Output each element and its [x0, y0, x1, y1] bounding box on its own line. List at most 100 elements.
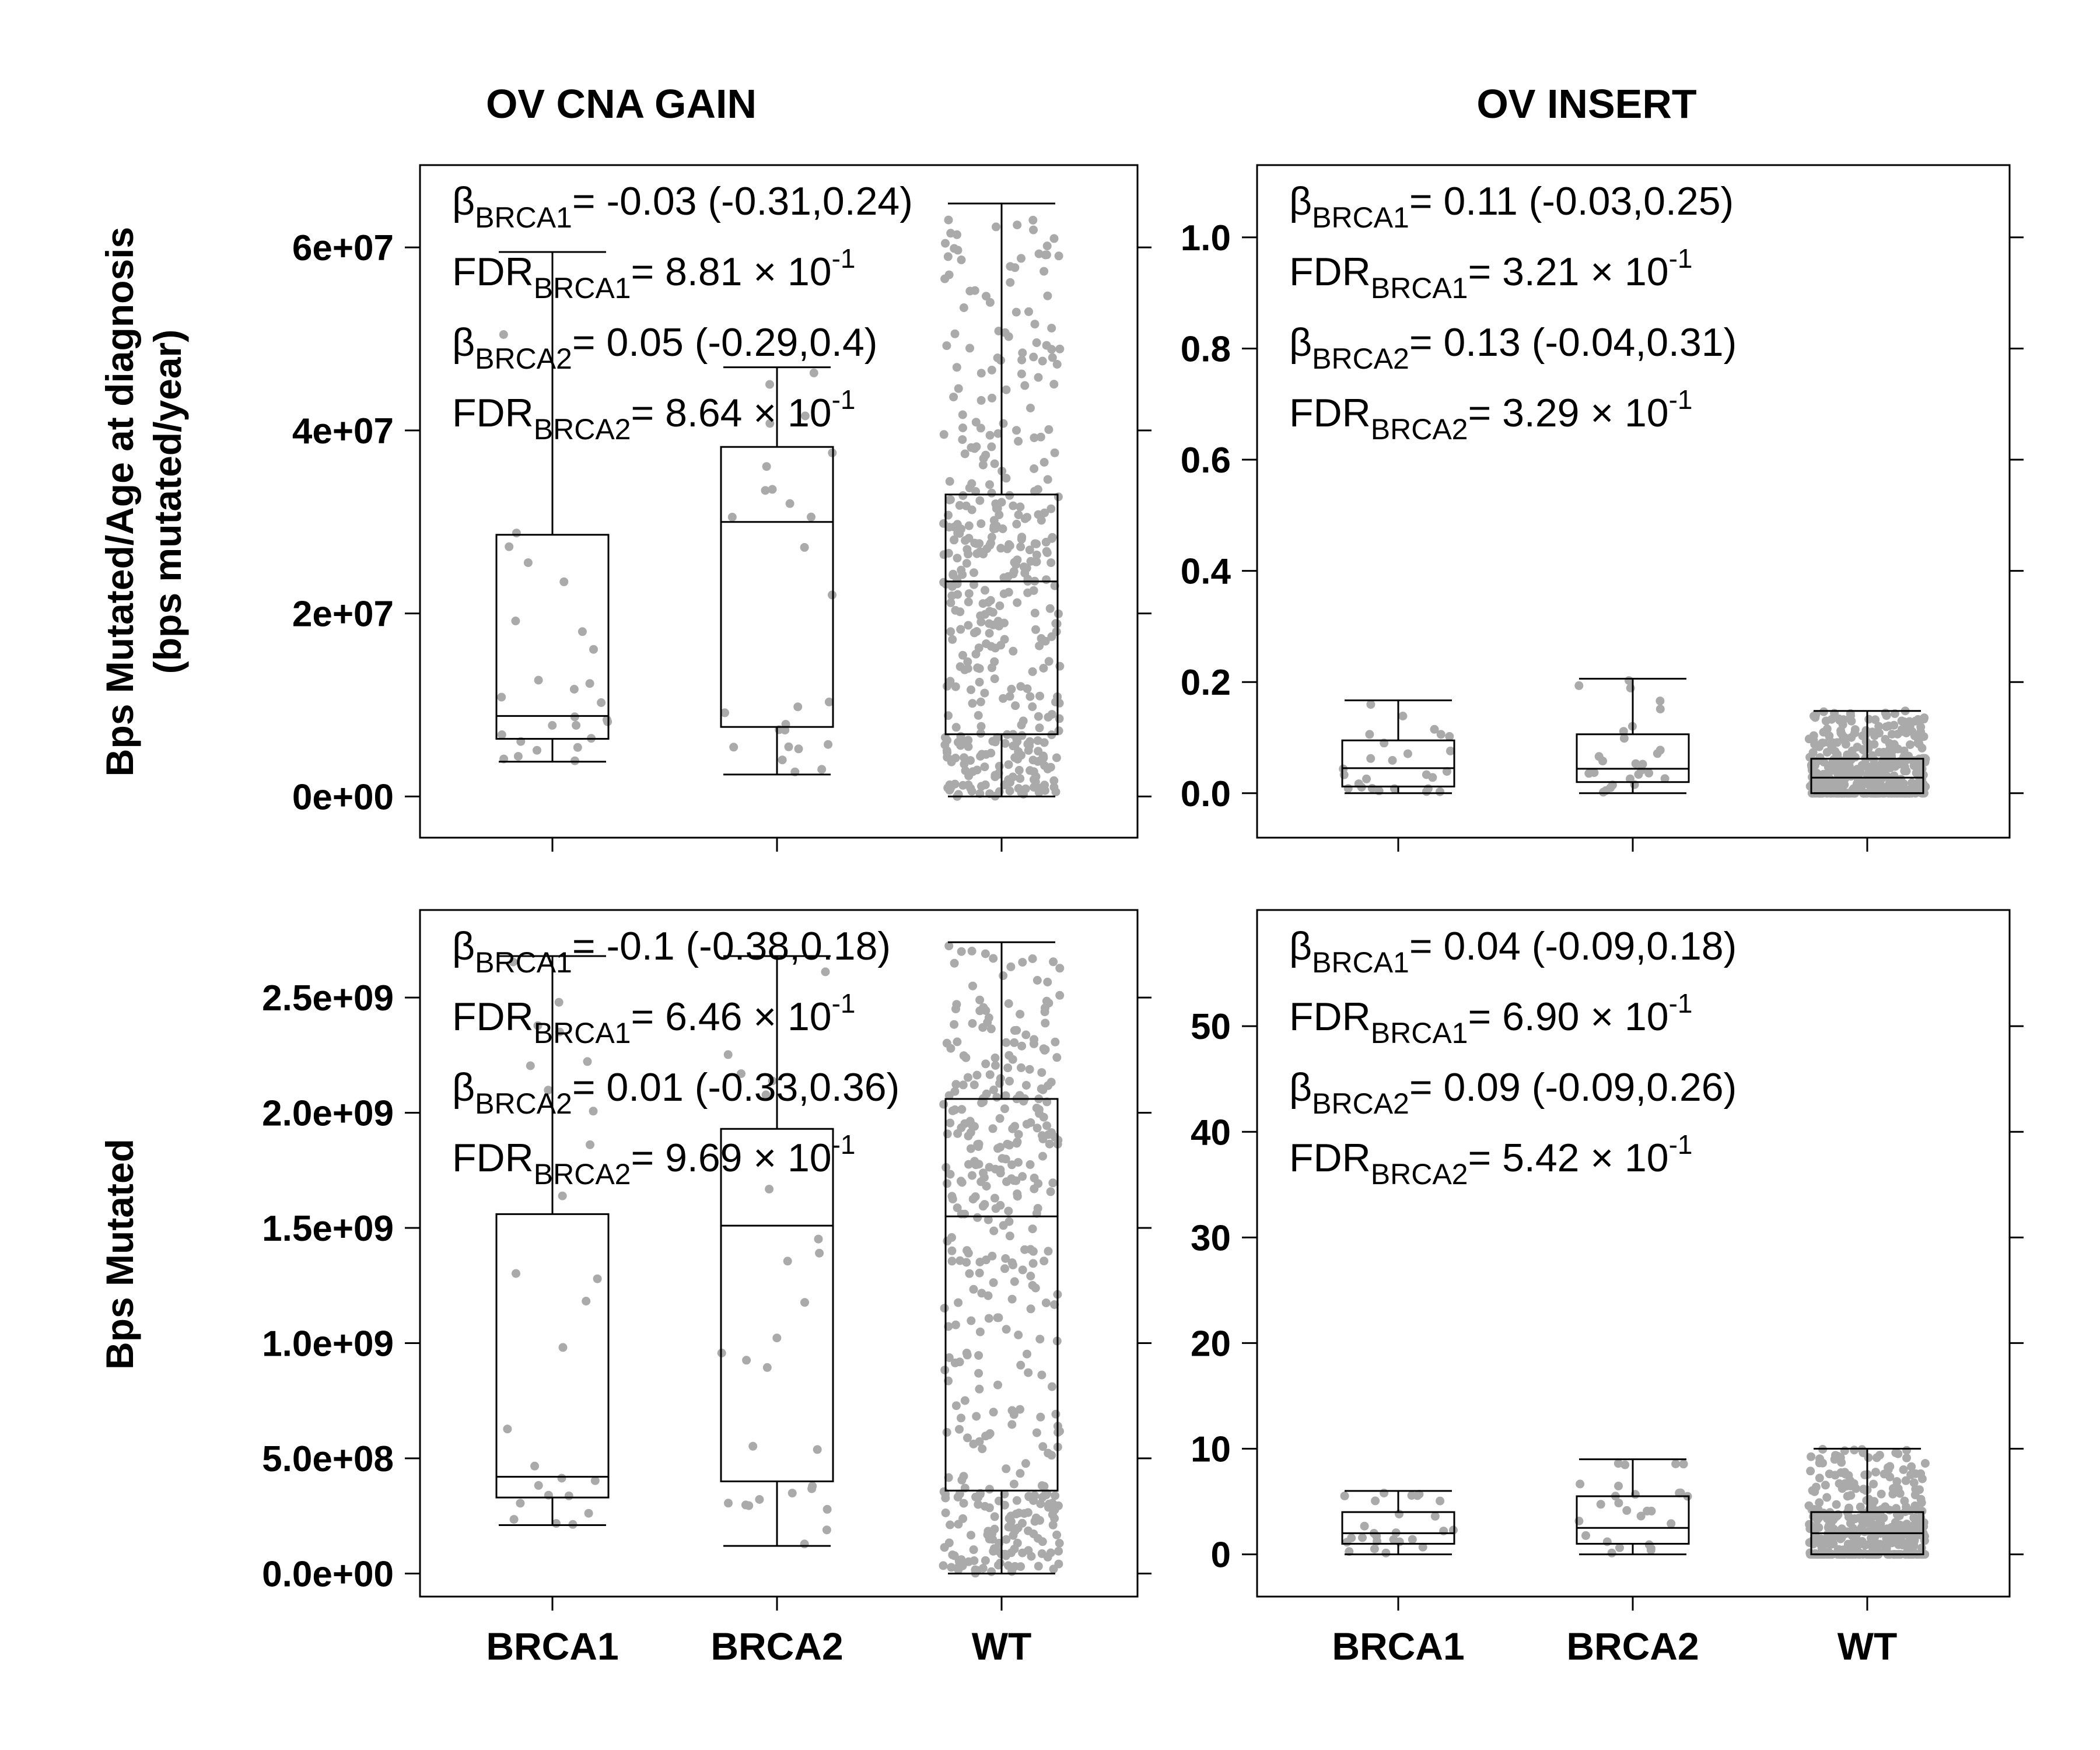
sample-point — [987, 488, 996, 498]
sample-point — [951, 754, 960, 762]
sample-point — [723, 1050, 733, 1059]
sample-point — [978, 460, 988, 470]
sample-point — [1041, 537, 1051, 547]
sample-point — [554, 998, 564, 1007]
sample-point — [1001, 1091, 1010, 1100]
sample-point — [1815, 1498, 1824, 1507]
sample-point — [1037, 516, 1046, 525]
sample-point — [1430, 1511, 1440, 1521]
sample-point — [1030, 608, 1040, 618]
sample-point — [946, 1520, 955, 1530]
sample-point — [979, 1168, 988, 1178]
sample-point — [1868, 1537, 1878, 1546]
sample-point — [1822, 748, 1832, 757]
sample-point — [972, 549, 982, 558]
sample-point — [1030, 464, 1039, 473]
sample-point — [975, 1268, 984, 1278]
sample-point — [993, 617, 1003, 626]
sample-point — [1009, 1479, 1019, 1489]
sample-point — [817, 765, 827, 774]
sample-point — [1644, 768, 1654, 778]
sample-point — [968, 1195, 978, 1204]
sample-point — [505, 542, 514, 551]
sample-point — [1026, 766, 1035, 775]
sample-point — [1340, 1491, 1349, 1500]
sample-point — [1833, 1451, 1842, 1461]
sample-point — [970, 628, 979, 638]
sample-point — [1366, 700, 1376, 709]
sample-point — [987, 663, 996, 673]
sample-point — [970, 1080, 979, 1090]
sample-point — [1000, 1264, 1009, 1273]
sample-point — [992, 222, 1000, 232]
sample-point — [1902, 766, 1911, 776]
sample-point — [1031, 778, 1040, 787]
sample-point — [977, 396, 986, 405]
sample-point — [989, 516, 999, 525]
sample-point — [945, 780, 954, 789]
sample-point — [939, 430, 949, 439]
sample-point — [583, 1057, 592, 1066]
annotation-fdr-brca1: FDRBRCA1= 3.21 × 10-1 — [1289, 243, 1693, 304]
sample-point — [989, 1408, 998, 1417]
annotation-beta-brca1: βBRCA1= 0.11 (-0.03,0.25) — [1289, 179, 1734, 234]
category-label: BRCA1 — [486, 1625, 618, 1668]
sample-point — [1045, 604, 1055, 613]
sample-point — [1636, 1511, 1646, 1521]
sample-point — [960, 760, 969, 769]
sample-point — [1041, 1019, 1050, 1028]
sample-point — [1020, 381, 1030, 390]
annotation-fdr-brca2: FDRBRCA2= 5.42 × 10-1 — [1289, 1129, 1693, 1191]
sample-point — [950, 1105, 960, 1114]
sample-point — [995, 1114, 1005, 1123]
sample-point — [1885, 1462, 1895, 1471]
sample-point — [1028, 1259, 1038, 1268]
sample-point — [999, 971, 1008, 981]
sample-point — [958, 491, 968, 501]
sample-point — [533, 1021, 542, 1030]
annotation-fdr-brca2: FDRBRCA2= 8.64 × 10-1 — [452, 384, 856, 446]
sample-point — [1026, 1160, 1035, 1169]
sample-point — [970, 580, 978, 589]
sample-point — [1908, 1538, 1917, 1548]
sample-point — [1039, 664, 1048, 673]
sample-point — [794, 744, 803, 754]
sample-point — [952, 363, 961, 372]
box-brca2 — [720, 446, 834, 728]
sample-point — [943, 752, 952, 762]
sample-point — [1899, 746, 1909, 755]
sample-point — [1018, 1172, 1027, 1181]
sample-point — [1020, 514, 1030, 523]
sample-point — [971, 1160, 981, 1170]
sample-point — [951, 1005, 960, 1014]
sample-point — [1000, 328, 1010, 337]
sample-point — [1004, 999, 1013, 1008]
sample-point — [993, 354, 1002, 362]
sample-point — [1619, 734, 1629, 743]
sample-point — [963, 1246, 972, 1255]
sample-point — [1896, 1522, 1906, 1531]
sample-point — [1899, 1465, 1908, 1474]
annotation-beta-brca1: βBRCA1= 0.04 (-0.09,0.18) — [1289, 924, 1737, 979]
sample-point — [586, 1140, 594, 1149]
sample-point — [1920, 1459, 1930, 1468]
sample-point — [956, 1177, 965, 1186]
sample-point — [1026, 692, 1035, 701]
sample-point — [946, 1170, 955, 1179]
sample-point — [793, 702, 803, 712]
sample-point — [1846, 711, 1855, 720]
sample-point — [558, 1343, 568, 1352]
sample-point — [1909, 1478, 1919, 1488]
sample-point — [1037, 1370, 1046, 1380]
ylabel-bottom: Bps Mutated — [98, 1139, 141, 1370]
sample-point — [1001, 1154, 1010, 1164]
sample-point — [1907, 1462, 1916, 1471]
sample-point — [1049, 783, 1059, 792]
sample-point — [1850, 1538, 1860, 1547]
sample-point — [1808, 1536, 1818, 1545]
sample-point — [1004, 587, 1013, 597]
sample-point — [1388, 756, 1397, 765]
sample-point — [1358, 1533, 1367, 1542]
sample-point — [1423, 784, 1433, 793]
sample-point — [1596, 1500, 1605, 1509]
